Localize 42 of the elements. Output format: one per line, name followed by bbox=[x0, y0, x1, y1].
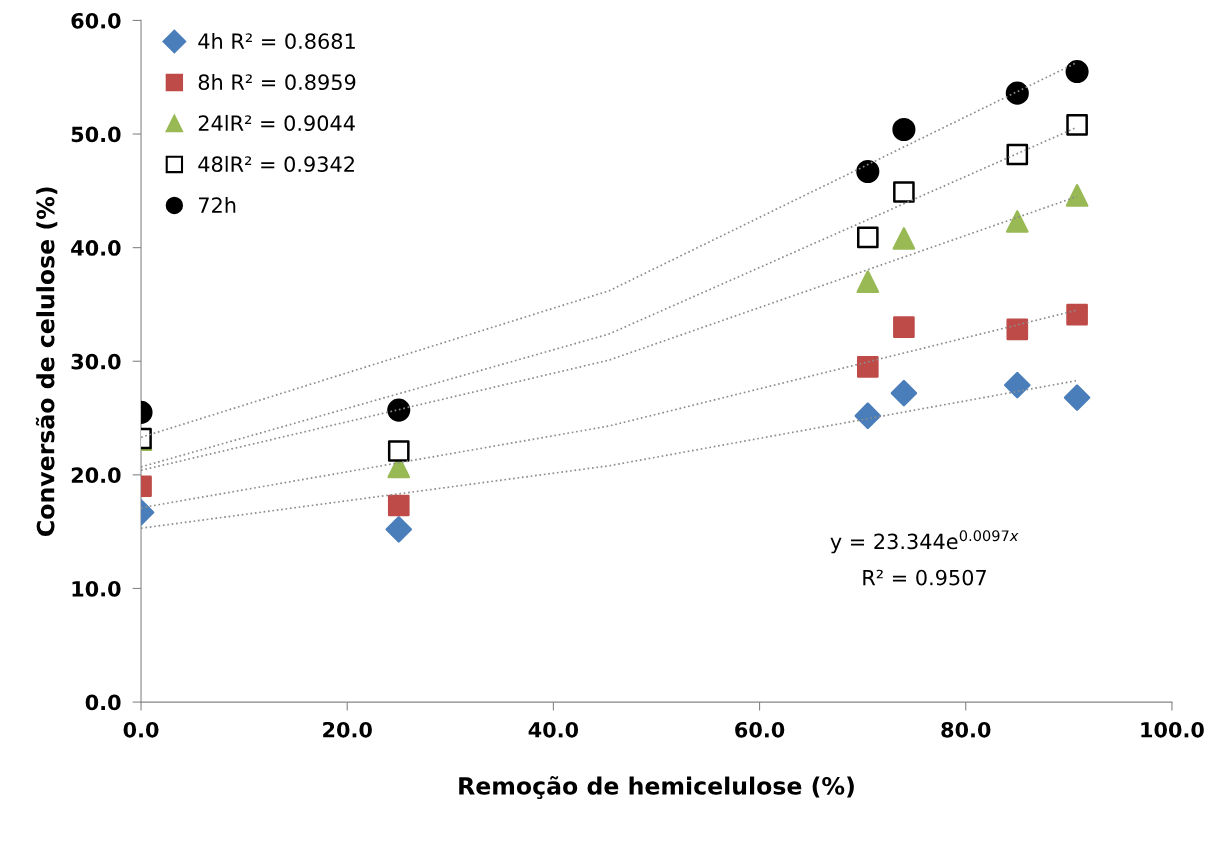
y-tick-label: 20.0 bbox=[71, 467, 121, 484]
x-tick-label: 20.0 bbox=[323, 721, 372, 738]
point bbox=[1066, 114, 1088, 136]
point bbox=[1065, 184, 1089, 207]
point bbox=[893, 181, 915, 203]
legend-label: 24lR² = 0.9044 bbox=[198, 114, 355, 132]
point bbox=[892, 117, 916, 142]
x-tick-label: 100.0 bbox=[1141, 721, 1204, 738]
point bbox=[1004, 371, 1031, 399]
y-tick-label: 60.0 bbox=[71, 12, 121, 29]
annotation: y = 23.344e$^{0.0097x}$ bbox=[830, 530, 1019, 554]
point bbox=[1006, 143, 1029, 166]
legend-label: 8h R² = 0.8959 bbox=[198, 73, 356, 91]
y-tick-label: 30.0 bbox=[71, 353, 121, 370]
legend-label: 72h bbox=[198, 196, 236, 213]
point bbox=[893, 316, 915, 338]
x-tick-label: 80.0 bbox=[941, 721, 991, 738]
point bbox=[1066, 303, 1088, 326]
point bbox=[1063, 384, 1091, 411]
y-tick-label: 0.0 bbox=[85, 694, 121, 711]
x-tick-label: 60.0 bbox=[735, 721, 785, 738]
y-tick-label: 50.0 bbox=[71, 126, 121, 143]
point bbox=[1065, 60, 1089, 84]
annotation: R² = 0.9507 bbox=[863, 569, 986, 586]
x-tick-label: 0.0 bbox=[123, 721, 159, 738]
point bbox=[1005, 81, 1029, 105]
legend-label: 48lR² = 0.9342 bbox=[198, 155, 354, 173]
x-axis-title: Remoção de hemicelulose (%) bbox=[459, 776, 854, 800]
point bbox=[1006, 318, 1029, 341]
point bbox=[856, 270, 880, 294]
point bbox=[892, 227, 916, 250]
point bbox=[854, 402, 882, 430]
x-tick-label: 40.0 bbox=[528, 721, 579, 738]
point bbox=[856, 356, 879, 378]
y-axis-title: Conversão de celulose (%) bbox=[35, 187, 58, 536]
y-tick-label: 40.0 bbox=[71, 240, 121, 256]
point bbox=[856, 226, 879, 249]
point bbox=[890, 379, 918, 407]
point bbox=[856, 159, 880, 184]
y-tick-label: 10.0 bbox=[72, 580, 121, 597]
legend-label: 4h R² = 0.8681 bbox=[198, 32, 355, 50]
point bbox=[1005, 210, 1029, 233]
